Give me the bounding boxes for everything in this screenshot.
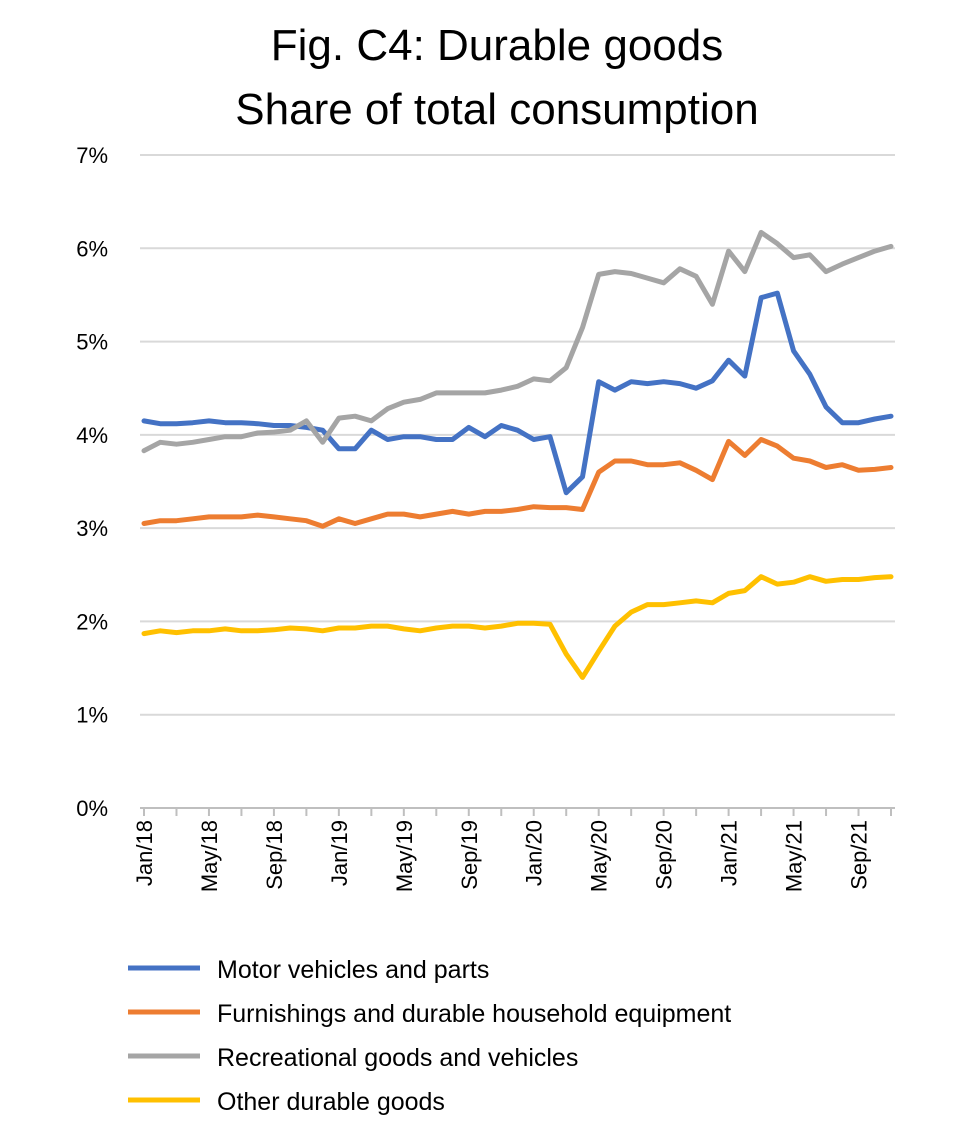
x-tick-label: Jan/21 [717, 820, 742, 886]
chart-subtitle: Share of total consumption [235, 85, 758, 134]
x-tick-label: Sep/20 [652, 820, 677, 890]
series-line-3 [141, 574, 894, 680]
x-tick-label: Jan/19 [327, 820, 352, 886]
x-tick-label: May/20 [587, 820, 612, 892]
x-tick-label: Sep/18 [262, 820, 287, 890]
y-tick-label: 0% [76, 796, 108, 821]
x-tick-label: Jan/18 [132, 820, 157, 886]
chart-title: Fig. C4: Durable goods [271, 21, 723, 70]
legend-label: Other durable goods [217, 1088, 445, 1116]
x-tick-label: Jan/20 [522, 820, 547, 886]
y-tick-label: 6% [76, 236, 108, 261]
x-tick-label: May/19 [392, 820, 417, 892]
y-tick-label: 2% [76, 609, 108, 634]
x-tick-label: Sep/21 [847, 820, 872, 890]
legend-label: Recreational goods and vehicles [217, 1044, 578, 1072]
series-line-2 [141, 229, 894, 454]
y-tick-label: 7% [76, 143, 108, 168]
legend: Motor vehicles and parts Furnishings and … [128, 956, 731, 1116]
y-tick-label: 3% [76, 516, 108, 541]
legend-label: Furnishings and durable household equipm… [217, 1000, 731, 1028]
x-axis-ticks: Jan/18 May/18 Sep/18 Jan/19 May/19 Sep/19 Jan/… [132, 808, 892, 892]
y-tick-label: 5% [76, 330, 108, 355]
legend-label: Motor vehicles and parts [217, 956, 489, 984]
y-axis-ticks: 0% 1% 2% 3% 4% 5% 6% 7% [76, 143, 108, 821]
x-tick-label: Sep/19 [457, 820, 482, 890]
series-lines [141, 229, 894, 680]
series-line-0 [141, 290, 894, 496]
series-line-1 [141, 437, 894, 529]
y-tick-label: 1% [76, 703, 108, 728]
x-tick-label: May/21 [782, 820, 807, 892]
x-tick-label: May/18 [197, 820, 222, 892]
y-tick-label: 4% [76, 423, 108, 448]
